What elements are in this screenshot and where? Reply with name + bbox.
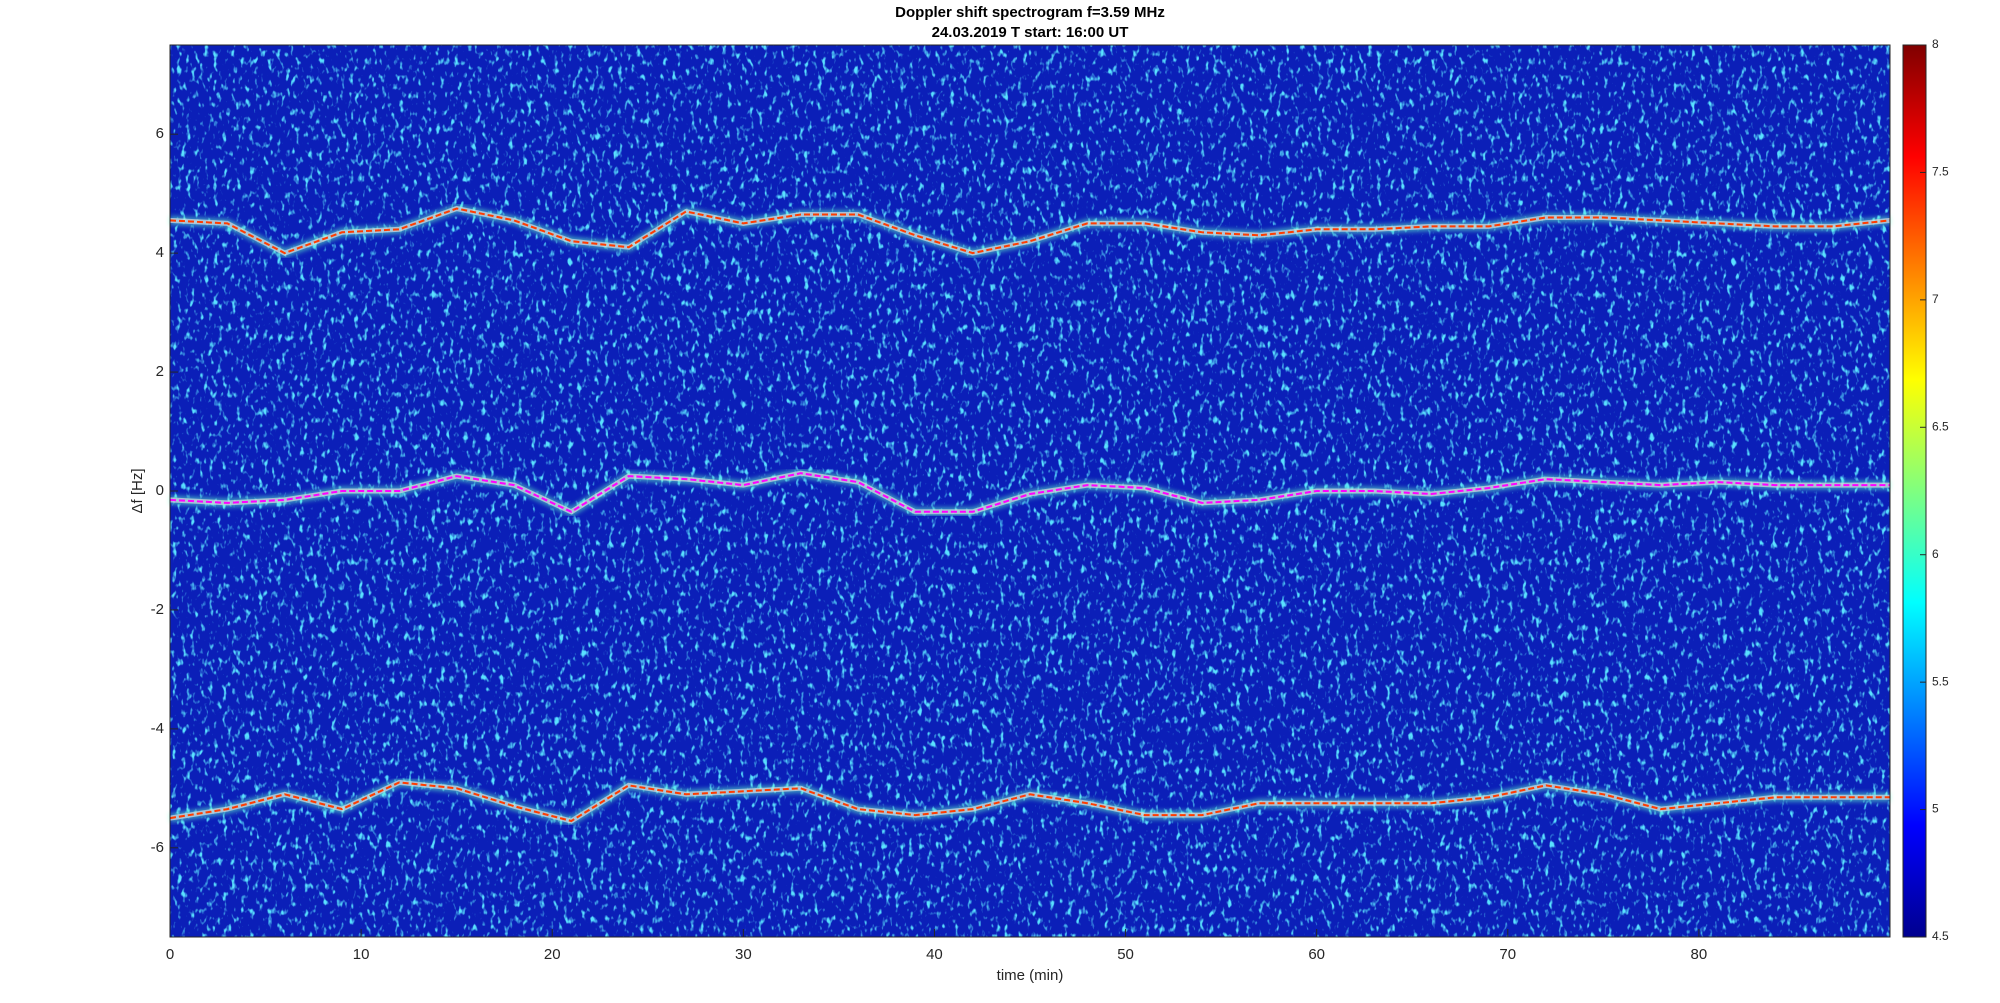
colorbar-tick-label: 4.5	[1932, 929, 1949, 943]
colorbar-tick-label: 6	[1932, 547, 1939, 561]
colorbar-tick-label: 5	[1932, 802, 1939, 816]
x-tick-label: 10	[353, 946, 370, 963]
chart-title: Doppler shift spectrogram f=3.59 MHz	[895, 4, 1165, 21]
x-axis-label: time (min)	[997, 967, 1064, 984]
x-tick-label: 80	[1691, 946, 1708, 963]
y-axis-label: Δf [Hz]	[129, 468, 146, 513]
y-tick-label: 6	[156, 125, 164, 142]
chart-subtitle: 24.03.2019 T start: 16:00 UT	[932, 24, 1129, 41]
x-tick-label: 70	[1499, 946, 1516, 963]
y-tick-label: 0	[156, 482, 164, 499]
x-tick-label: 0	[166, 946, 174, 963]
colorbar-tick-label: 8	[1932, 37, 1939, 51]
doppler-trace	[169, 781, 1890, 823]
x-tick-label: 40	[926, 946, 943, 963]
y-tick-label: 4	[156, 244, 164, 261]
x-tick-label: 60	[1308, 946, 1325, 963]
colorbar-tick-label: 7	[1932, 292, 1939, 306]
colorbar	[1902, 44, 1927, 938]
y-tick-label: -6	[151, 839, 164, 856]
x-tick-label: 50	[1117, 946, 1134, 963]
colorbar-tick-label: 6.5	[1932, 419, 1949, 433]
y-tick-label: -4	[151, 720, 164, 737]
colorbar-tick-label: 7.5	[1932, 165, 1949, 179]
x-tick-label: 20	[544, 946, 561, 963]
y-tick-label: -2	[151, 601, 164, 618]
x-tick-label: 30	[735, 946, 752, 963]
doppler-trace	[169, 207, 1891, 255]
y-tick-label: 2	[156, 363, 164, 380]
doppler-trace	[169, 472, 1890, 513]
colorbar-tick-label: 5.5	[1932, 674, 1949, 688]
